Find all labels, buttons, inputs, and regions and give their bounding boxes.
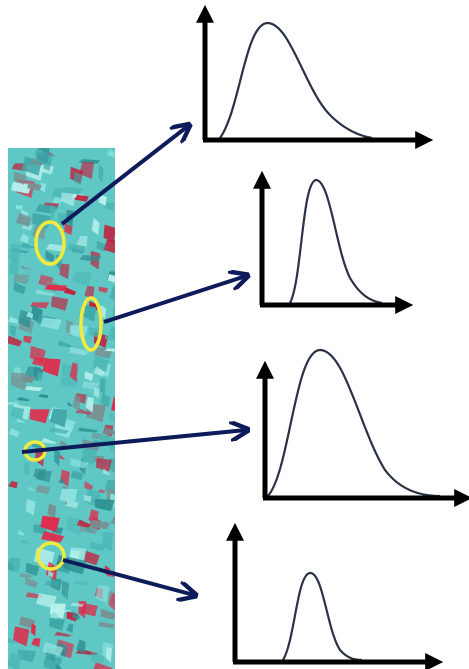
curve bbox=[220, 23, 372, 138]
curve bbox=[283, 573, 362, 660]
distribution-plot bbox=[263, 350, 465, 498]
distribution-plot bbox=[260, 178, 406, 305]
satellite-image bbox=[6, 148, 134, 669]
distribution-plot bbox=[203, 12, 426, 140]
distribution-plot bbox=[233, 530, 436, 662]
diagram bbox=[0, 0, 469, 669]
arrow bbox=[104, 276, 246, 322]
curve bbox=[268, 350, 440, 496]
curve bbox=[290, 180, 382, 303]
